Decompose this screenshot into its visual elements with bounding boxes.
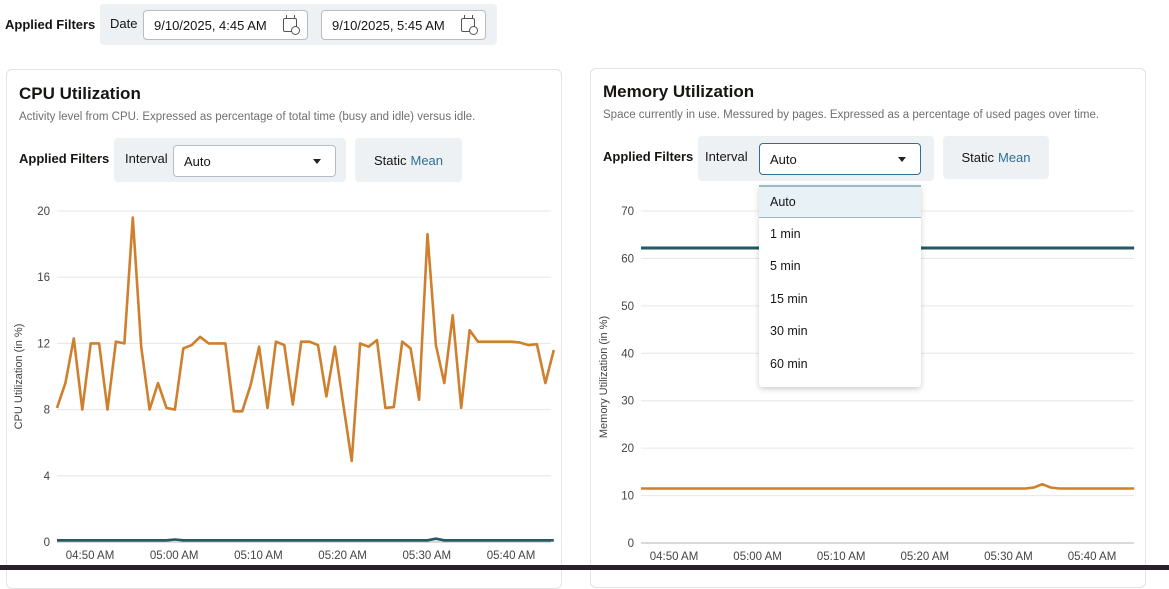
- y-tick-label: 8: [44, 405, 50, 417]
- taskbar-edge: [0, 565, 1169, 570]
- start-date-input[interactable]: 9/10/2025, 4:45 AM: [143, 10, 308, 40]
- static-label: Static: [373, 152, 407, 168]
- memory-static-mean-button[interactable]: Static Mean: [943, 136, 1049, 179]
- cpu-static-mean-button[interactable]: Static Mean: [355, 138, 462, 182]
- y-tick-label: 40: [621, 348, 634, 360]
- memory-title: Memory Utilization: [603, 82, 755, 101]
- y-tick-label: 70: [621, 206, 634, 218]
- memory-interval-value: Auto: [770, 151, 797, 167]
- y-tick-label: 0: [44, 537, 50, 549]
- dropdown-option-30-min[interactable]: 30 min: [770, 324, 808, 339]
- x-tick-label: 05:30 AM: [403, 550, 452, 562]
- mean-label: Mean: [997, 150, 1031, 165]
- date-label: Date: [110, 16, 138, 31]
- y-tick-label: 16: [37, 272, 50, 284]
- cpu-interval-label: Interval: [125, 151, 168, 166]
- y-tick-label: 60: [621, 253, 634, 265]
- dropdown-option-60-min[interactable]: 60 min: [770, 356, 808, 371]
- x-tick-label: 05:00 AM: [733, 551, 782, 563]
- x-tick-label: 05:40 AM: [487, 550, 536, 562]
- end-date-value: 9/10/2025, 5:45 AM: [332, 17, 445, 33]
- cpu-subtitle: Activity level from CPU. Expressed as pe…: [19, 111, 476, 123]
- y-axis-label: Memory Utilization (in %): [598, 316, 610, 438]
- interval-dropdown-menu: Auto 1 min 5 min 15 min 30 min 60 min: [759, 185, 921, 387]
- series-line-orange: [55, 216, 556, 463]
- cpu-interval-value: Auto: [184, 153, 211, 169]
- y-tick-label: 30: [621, 396, 634, 408]
- memory-subtitle: Space currently in use. Messured by page…: [603, 109, 1100, 121]
- y-tick-label: 0: [628, 538, 634, 550]
- series-line-orange: [641, 482, 1135, 490]
- cpu-applied-filters-label: Applied Filters: [19, 151, 110, 166]
- dropdown-option-1-min[interactable]: 1 min: [770, 226, 801, 241]
- x-tick-label: 05:30 AM: [984, 551, 1033, 563]
- memory-applied-filters-label: Applied Filters: [603, 149, 694, 164]
- x-tick-label: 04:50 AM: [66, 550, 115, 562]
- cpu-interval-select[interactable]: Auto: [173, 145, 336, 177]
- x-tick-label: 04:50 AM: [650, 551, 699, 563]
- chevron-down-icon: [898, 157, 906, 162]
- calendar-icon[interactable]: [461, 15, 478, 35]
- y-tick-label: 10: [621, 491, 634, 503]
- cpu-title: CPU Utilization: [19, 84, 141, 103]
- x-tick-label: 05:20 AM: [901, 551, 950, 563]
- series-line-teal: [57, 537, 554, 542]
- memory-interval-select[interactable]: Auto: [759, 143, 921, 175]
- y-tick-label: 50: [621, 301, 634, 313]
- x-tick-label: 05:00 AM: [150, 550, 199, 562]
- dropdown-option-15-min[interactable]: 15 min: [770, 291, 808, 306]
- memory-interval-filter: Interval Auto: [698, 136, 934, 181]
- x-tick-label: 05:40 AM: [1068, 551, 1117, 563]
- cpu-interval-filter: Interval Auto: [114, 138, 346, 182]
- global-applied-filters-label: Applied Filters: [5, 17, 96, 32]
- x-tick-label: 05:10 AM: [817, 551, 866, 563]
- x-tick-label: 05:10 AM: [234, 550, 283, 562]
- y-tick-label: 20: [621, 443, 634, 455]
- y-tick-label: 4: [44, 471, 51, 483]
- charts-canvas: 0 4 8 12 16 20 04:50 AM 05:00 AM 05:10 AM 05:20 A…: [13, 206, 1135, 563]
- dropdown-option-5-min[interactable]: 5 min: [770, 259, 801, 274]
- y-tick-label: 12: [37, 338, 50, 350]
- chevron-down-icon: [313, 159, 321, 164]
- start-date-value: 9/10/2025, 4:45 AM: [154, 17, 267, 33]
- static-label: Static: [961, 150, 994, 165]
- calendar-icon[interactable]: [283, 15, 300, 35]
- dropdown-option-auto[interactable]: Auto: [759, 185, 921, 218]
- mean-label: Mean: [410, 152, 444, 168]
- y-axis-label: CPU Utilization (in %): [13, 324, 25, 430]
- y-tick-label: 20: [37, 206, 50, 218]
- global-filter-bar: Date 9/10/2025, 4:45 AM 9/10/2025, 5:45 …: [100, 4, 497, 45]
- x-tick-label: 05:20 AM: [318, 550, 367, 562]
- memory-interval-label: Interval: [705, 149, 748, 164]
- end-date-input[interactable]: 9/10/2025, 5:45 AM: [321, 10, 486, 40]
